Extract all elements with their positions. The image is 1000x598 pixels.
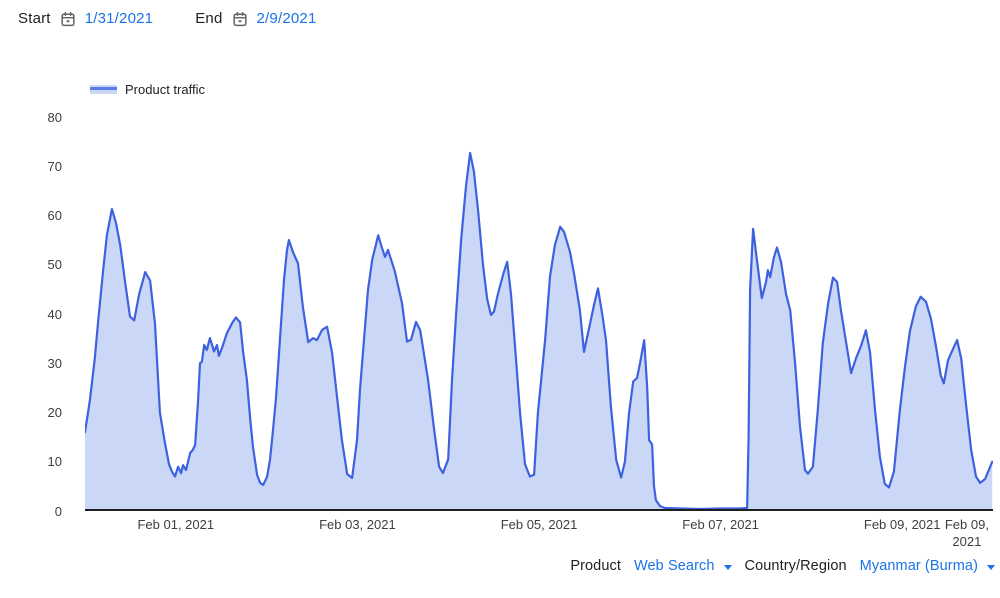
start-date-picker[interactable]: 1/31/2021 — [60, 10, 154, 27]
end-date-value: 2/9/2021 — [256, 10, 317, 27]
end-date-picker[interactable]: 2/9/2021 — [232, 10, 317, 27]
start-date-group: Start 1/31/2021 — [18, 10, 153, 27]
x-tick-label: Feb 09, 2021 — [944, 517, 989, 549]
y-tick-label: 40 — [47, 306, 62, 322]
x-tick-label: Feb 01, 2021 — [137, 517, 215, 532]
x-tick-label: Feb 07, 2021 — [682, 517, 759, 532]
x-tick-label: Feb 05, 2021 — [500, 517, 578, 532]
start-date-label: Start — [18, 10, 51, 27]
y-tick-label: 10 — [47, 454, 62, 470]
chevron-down-icon — [987, 564, 995, 570]
y-tick-label: 20 — [47, 405, 62, 420]
traffic-chart-plot-area[interactable] — [83, 117, 994, 511]
x-tick-label: Feb 03, 2021 — [319, 517, 396, 532]
end-date-label: End — [195, 10, 223, 27]
traffic-chart-svg[interactable] — [83, 117, 994, 511]
date-range-controls: Start 1/31/2021 End — [18, 10, 317, 27]
product-select-value: Web Search — [633, 558, 715, 574]
product-label: Product — [570, 558, 621, 574]
chevron-down-icon — [723, 564, 732, 570]
traffic-area-fill — [85, 153, 993, 511]
chart-filter-controls: Product Web Search Country/Region Myanma… — [570, 558, 995, 574]
region-label: Country/Region — [744, 558, 847, 574]
y-tick-label: 30 — [47, 355, 62, 371]
calendar-icon — [232, 11, 247, 26]
legend-label: Product traffic — [125, 82, 205, 97]
end-date-group: End 2/9/2021 — [195, 10, 316, 27]
product-select[interactable]: Web Search — [634, 558, 732, 574]
region-select[interactable]: Myanmar (Burma) — [860, 558, 995, 574]
y-tick-label: 80 — [47, 109, 62, 125]
y-tick-label: 60 — [47, 208, 62, 223]
y-tick-label: 70 — [47, 158, 62, 174]
y-tick-label: 0 — [54, 503, 62, 519]
chart-legend: Product traffic — [90, 82, 205, 97]
x-tick-label: Feb 09, 2021 — [863, 517, 941, 532]
traffic-line — [83, 151, 994, 511]
y-tick-label: 50 — [47, 257, 62, 273]
legend-area-swatch-icon — [90, 85, 117, 94]
start-date-value: 1/31/2021 — [84, 10, 154, 27]
region-select-value: Myanmar (Burma) — [859, 558, 978, 574]
calendar-icon — [61, 11, 75, 26]
